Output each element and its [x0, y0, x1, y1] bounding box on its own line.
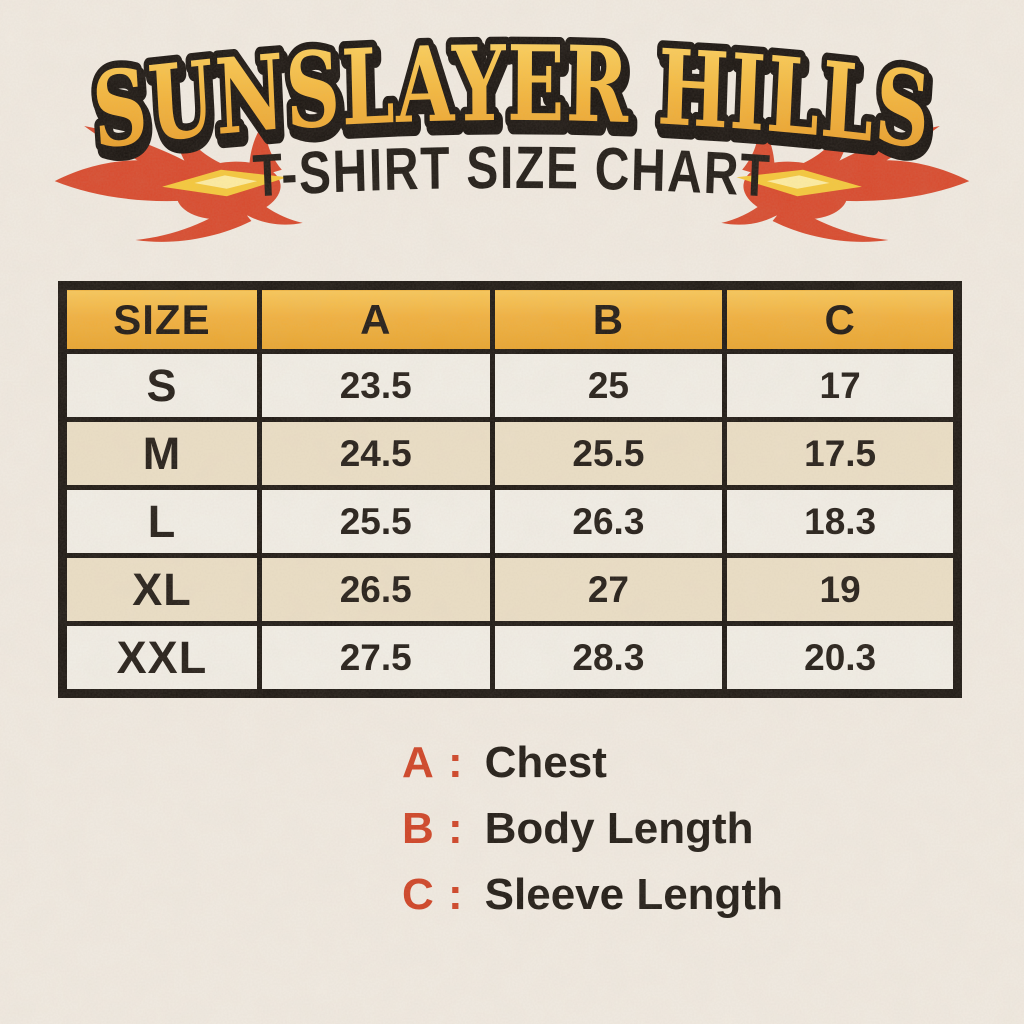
measurement-value: 25.5 [489, 417, 728, 490]
column-header-b: B [489, 283, 728, 354]
page-subtitle: T-SHIRT SIZE CHART [252, 134, 773, 210]
legend-letter: C [402, 870, 434, 919]
header-banner: SUNSLAYER HILLS SUNSLAYER HILLS SUNSLAYE… [54, 17, 970, 242]
size-table: SIZE A B C S 23.5 25 17 M 24.5 25.5 17.5… [58, 281, 962, 698]
flame-spark-right [736, 169, 862, 197]
legend-letter: A [402, 738, 434, 787]
legend-item-b: B : Body Length [402, 804, 783, 853]
measurement-value: 24.5 [256, 417, 495, 490]
table-row-xl: XL 26.5 27 19 [60, 553, 960, 626]
column-header-size: SIZE [60, 283, 262, 354]
measurement-value: 27.5 [256, 621, 495, 696]
page-title: SUNSLAYER HILLS [89, 23, 935, 173]
table-row-l: L 25.5 26.3 18.3 [60, 485, 960, 558]
measurement-value: 28.3 [489, 621, 728, 696]
table-row-m: M 24.5 25.5 17.5 [60, 417, 960, 490]
legend-colon: : [448, 870, 463, 919]
measurement-value: 26.3 [489, 485, 728, 558]
measurement-value: 25 [489, 349, 728, 422]
legend-label: Chest [484, 738, 607, 787]
measurement-value: 18.3 [722, 485, 960, 558]
measurement-value: 27 [489, 553, 728, 626]
table-header-row: SIZE A B C [60, 283, 960, 354]
measurement-value: 26.5 [256, 553, 495, 626]
legend-letter: B [402, 804, 434, 853]
column-header-a: A [256, 283, 495, 354]
column-header-c: C [722, 283, 960, 354]
flame-left-icon [54, 97, 303, 242]
flame-right-icon [721, 97, 970, 242]
size-label: M [60, 417, 262, 490]
legend-item-c: C : Sleeve Length [402, 870, 783, 919]
measurement-value: 17 [722, 349, 960, 422]
size-label: S [60, 349, 262, 422]
measurement-value: 19 [722, 553, 960, 626]
table-row-s: S 23.5 25 17 [60, 349, 960, 422]
measurement-legend: A : Chest B : Body Length C : Sleeve Len… [402, 738, 783, 919]
measurement-value: 25.5 [256, 485, 495, 558]
legend-label: Sleeve Length [484, 870, 783, 919]
measurement-value: 23.5 [256, 349, 495, 422]
measurement-value: 20.3 [722, 621, 960, 696]
size-label: L [60, 485, 262, 558]
measurement-value: 17.5 [722, 417, 960, 490]
flame-spark-left [162, 169, 288, 197]
legend-item-a: A : Chest [402, 738, 783, 787]
table-row-xxl: XXL 27.5 28.3 20.3 [60, 621, 960, 696]
page-title-outline: SUNSLAYER HILLS [89, 23, 935, 173]
size-label: XXL [60, 621, 262, 696]
legend-label: Body Length [484, 804, 754, 853]
size-label: XL [60, 553, 262, 626]
page-title-shadow: SUNSLAYER HILLS [92, 29, 938, 179]
legend-colon: : [448, 738, 463, 787]
legend-colon: : [448, 804, 463, 853]
